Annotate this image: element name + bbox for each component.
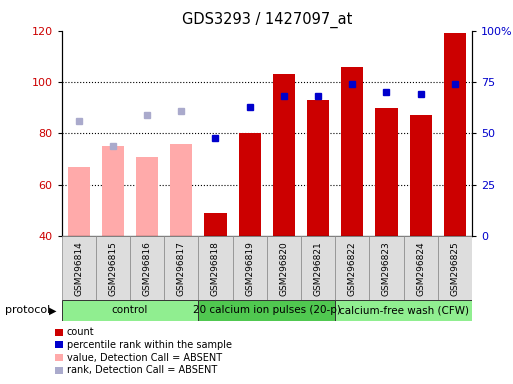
Bar [404, 236, 438, 300]
Bar [307, 100, 329, 236]
Text: percentile rank within the sample: percentile rank within the sample [67, 340, 232, 350]
Text: GSM296818: GSM296818 [211, 241, 220, 296]
Bar [164, 236, 199, 300]
Bar [335, 300, 472, 321]
Bar [96, 236, 130, 300]
Text: GSM296815: GSM296815 [108, 241, 117, 296]
Bar [438, 236, 472, 300]
Text: rank, Detection Call = ABSENT: rank, Detection Call = ABSENT [67, 365, 217, 375]
Text: ▶: ▶ [49, 305, 56, 315]
Text: value, Detection Call = ABSENT: value, Detection Call = ABSENT [67, 353, 222, 362]
Bar [62, 236, 96, 300]
Bar [376, 108, 398, 236]
Bar [369, 236, 404, 300]
Title: GDS3293 / 1427097_at: GDS3293 / 1427097_at [182, 12, 352, 28]
Text: protocol: protocol [5, 305, 50, 315]
Text: GSM296816: GSM296816 [143, 241, 151, 296]
Bar [130, 236, 164, 300]
Bar [170, 144, 192, 236]
Bar [232, 236, 267, 300]
Bar [62, 300, 199, 321]
Bar [409, 116, 432, 236]
Bar [273, 74, 295, 236]
Text: 20 calcium ion pulses (20-p): 20 calcium ion pulses (20-p) [193, 305, 341, 315]
Bar [444, 33, 466, 236]
Text: calcium-free wash (CFW): calcium-free wash (CFW) [339, 305, 468, 315]
Text: GSM296824: GSM296824 [416, 241, 425, 296]
Bar [301, 236, 335, 300]
Bar [136, 157, 158, 236]
Bar [204, 213, 227, 236]
Text: GSM296819: GSM296819 [245, 241, 254, 296]
Bar [199, 300, 335, 321]
Bar [341, 67, 363, 236]
Bar [199, 236, 232, 300]
Text: GSM296821: GSM296821 [313, 241, 323, 296]
Text: GSM296825: GSM296825 [450, 241, 459, 296]
Bar [335, 236, 369, 300]
Text: GSM296822: GSM296822 [348, 241, 357, 296]
Text: GSM296820: GSM296820 [280, 241, 288, 296]
Text: GSM296823: GSM296823 [382, 241, 391, 296]
Bar [68, 167, 90, 236]
Text: GSM296814: GSM296814 [74, 241, 83, 296]
Text: control: control [112, 305, 148, 315]
Text: GSM296817: GSM296817 [177, 241, 186, 296]
Text: count: count [67, 327, 94, 337]
Bar [102, 146, 124, 236]
Bar [267, 236, 301, 300]
Bar [239, 133, 261, 236]
